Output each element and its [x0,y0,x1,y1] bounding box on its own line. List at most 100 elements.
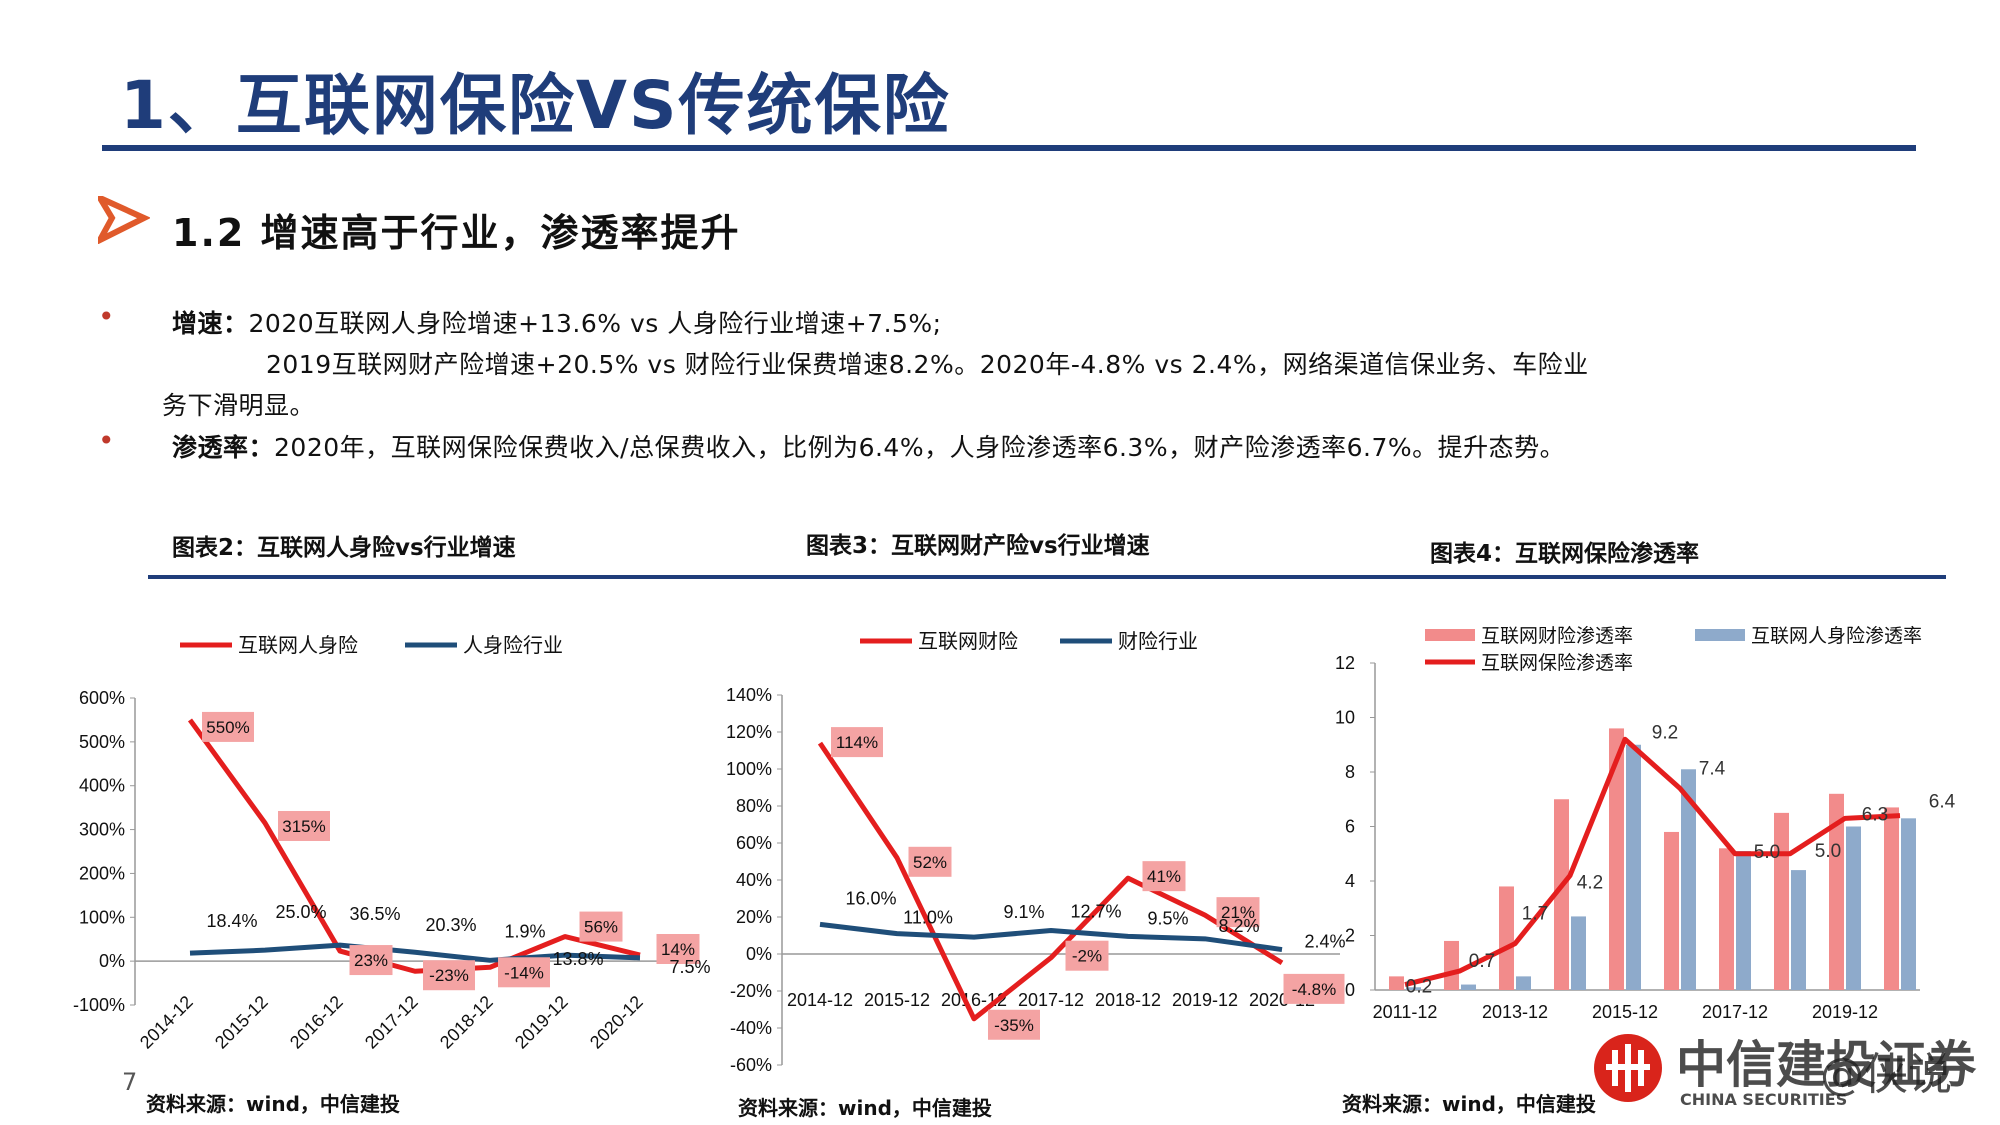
chart2-life-insurance-growth: -100%0%100%200%300%400%500%600%2014-12 20… [73,634,710,1050]
chart4-total-label: 4.2 [1577,873,1603,894]
chart4-title: 图表4：互联网保险渗透率 [1430,541,1700,567]
chart2-series-2-label: 36.5% [349,904,400,924]
chart4-bar-property [1389,976,1404,990]
chart3-x-tick-label: 2014-12 [787,990,853,1010]
chart3-series-1-label: -35% [994,1016,1034,1035]
chart4-total-line [1404,736,1901,987]
chart4-x-tick-label: 2017-12 [1702,1002,1768,1022]
chart2-legend-label: 互联网人身险 [238,634,358,657]
chart2-series-2-line [189,942,641,963]
chart3-series-2-line [819,921,1283,953]
chart4-total-label: 6.4 [1929,792,1956,813]
chart3-series-1-label: -2% [1072,947,1102,966]
chart3-series-1-label: 114% [836,733,878,752]
chart4-total-label: 0.2 [1406,977,1432,998]
chart4-bar-property [1554,799,1569,990]
chart4-bar-property [1884,807,1899,990]
chart3-series-2-label: 16.0% [845,888,896,908]
chart4-x-tick-label: 2015-12 [1592,1002,1658,1022]
chart4-bar-life [1901,818,1916,990]
chart3-source: 资料来源：wind，中信建投 [738,1096,992,1120]
chart3-series-1-label: 41% [1147,867,1181,886]
chart4-total-label: 9.2 [1652,722,1678,743]
chart3-series-2-label: 8.2% [1218,916,1259,936]
chart4-y-tick-label: 4 [1345,871,1355,891]
chart3-series-1-label: -4.8% [1292,980,1336,999]
chart2-x-tick-label: 2016-12 [286,992,347,1050]
chart3-x-tick-label: 2018-12 [1095,990,1161,1010]
chart4-bar-property [1719,848,1734,990]
chart4-total-label: 1.7 [1522,904,1548,925]
chart3-series-1-label-bg [831,727,883,758]
chart3-y-tick-label: -20% [730,981,772,1001]
chart4-y-tick-label: 6 [1345,817,1355,837]
chart2-legend-label: 人身险行业 [463,634,563,657]
page-number: 7 [122,1068,138,1096]
chart2-series-2-label: 20.3% [425,915,476,935]
chart3-x-tick-label: 2015-12 [864,990,930,1010]
chart2-series-1-label: -23% [429,966,469,985]
chart4-bar-property [1774,812,1789,990]
chart3-series-2-label: 12.7% [1070,902,1121,922]
title-divider [102,145,1916,151]
chart2-x-tick-label: 2018-12 [436,992,497,1050]
watermark-handle: @侠说 [1820,1049,1952,1100]
chart3-y-tick-label: 60% [736,833,772,853]
chart4-legend-label: 互联网财险渗透率 [1481,625,1633,647]
arrow-bullet-icon [98,196,150,244]
chart2-y-tick-label: 300% [79,820,125,840]
chart2-series-1-label: -14% [504,963,544,982]
chart3-y-tick-label: 100% [726,759,772,779]
chart3-y-tick-label: 80% [736,796,772,816]
chart2-series-1-label-bg [349,945,393,976]
chart4-bar-life [1461,984,1476,990]
chart3-series-1-label: 21% [1221,903,1255,922]
chart4-bar-property [1664,831,1679,990]
bullet-growth-label: 增速： [172,309,249,338]
chart3-y-tick-label: 0% [746,944,772,964]
chart2-series-1-label: 56% [584,918,618,937]
chart4-bar-life [1736,851,1751,990]
bullet-growth-line-1: 增速：2020互联网人身险增速+13.6% vs 人身险行业增速+7.5%; [172,309,942,338]
chart3-title: 图表3：互联网财产险vs行业增速 [806,533,1150,559]
chart4-y-tick-label: 2 [1345,926,1355,946]
chart4-y-tick-label: 10 [1335,708,1355,728]
chart4-total-label: 6.3 [1862,804,1888,825]
watermark-brand: 中信建投证券 [1676,1036,1976,1094]
chart2-x-tick-label: 2014-12 [136,992,197,1050]
chart2-series-1-label: 550% [206,718,249,737]
chart4-bar-life [1846,826,1861,990]
chart2-y-tick-label: -100% [73,995,125,1015]
chart4-bar-property [1499,886,1514,990]
chart4-bar-life [1626,744,1641,990]
chart2-y-tick-label: 200% [79,863,125,883]
chart4-source: 资料来源：wind，中信建投 [1342,1092,1596,1116]
chart3-series-2-label: 9.1% [1003,902,1044,922]
chart2-series-1-label-bg [498,957,550,988]
chart3-legend-label: 互联网财险 [918,630,1018,653]
chart2-series-1-label-bg [278,810,330,841]
chart4-x-tick-label: 2013-12 [1482,1002,1548,1022]
chart4-bar-life [1571,916,1586,990]
chart3-series-1-label-bg [988,1009,1040,1040]
chart3-y-tick-label: 20% [736,907,772,927]
chart2-series-2-label: 25.0% [275,902,326,922]
chart4-total-label: 5.0 [1754,842,1780,863]
citic-logo-icon [1594,1034,1662,1102]
chart4-total-label: 7.4 [1699,758,1726,779]
page-title: 1、互联网保险VS传统保险 [120,67,951,144]
chart3-series-2-label: 9.5% [1147,908,1188,928]
chart4-total-label: 5.0 [1815,841,1841,862]
chart2-series-2-label: 18.4% [206,911,257,931]
bullet-penetration-line: 渗透率：2020年，互联网保险保费收入/总保费收入，比例为6.4%，人身险渗透率… [172,433,1566,462]
chart4-x-tick-label: 2019-12 [1812,1002,1878,1022]
chart2-x-tick-label: 2019-12 [511,992,572,1050]
chart3-y-tick-label: 140% [726,685,772,705]
chart4-bar-life [1681,769,1696,990]
chart3-series-1-label-bg [1283,973,1345,1004]
chart2-x-tick-label: 2017-12 [361,992,422,1050]
chart2-x-tick-label: 2015-12 [211,992,272,1050]
chart3-series-1-line [817,741,1284,1022]
chart3-series-2-label: 2.4% [1304,932,1345,952]
chart3-y-tick-label: -40% [730,1018,772,1038]
